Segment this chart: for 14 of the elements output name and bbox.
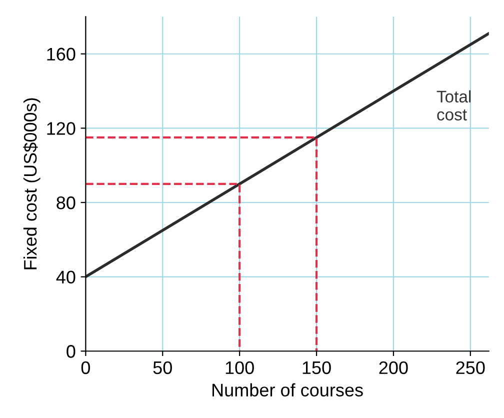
y-tick-label: 160: [47, 48, 76, 61]
x-tick-label: 50: [153, 361, 172, 374]
x-tick-label: 0: [81, 361, 90, 374]
annotation: Total cost: [436, 90, 471, 120]
x-tick-label: 200: [379, 361, 408, 374]
y-tick-label: 120: [47, 122, 76, 135]
x-tick-label: 100: [226, 361, 254, 374]
y-tick-label: 80: [56, 196, 76, 210]
x-tick-label: 250: [456, 361, 485, 374]
y-tick-label: 40: [56, 270, 76, 284]
x-tick-label: 150: [302, 361, 331, 374]
y-tick-label: 0: [66, 345, 76, 358]
y-axis-title: Fixed cost (US$000s): [23, 98, 40, 270]
x-axis-title: Number of courses: [212, 383, 363, 396]
